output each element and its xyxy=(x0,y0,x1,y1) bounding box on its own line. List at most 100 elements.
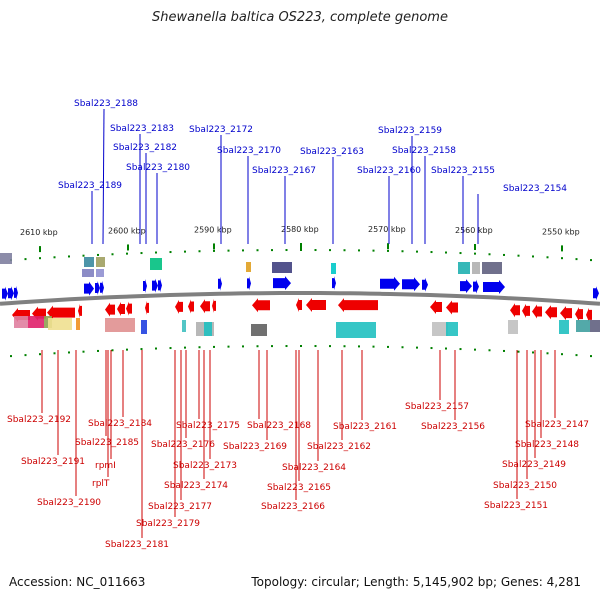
cog-color-box xyxy=(246,262,251,272)
forward-gene-arrow xyxy=(422,277,428,292)
tick-dot-top xyxy=(314,249,317,252)
tick-dot-bottom xyxy=(503,349,505,352)
cog-color-box xyxy=(84,257,94,267)
reverse-gene-arrow xyxy=(532,304,542,319)
cog-color-box xyxy=(331,263,336,274)
reverse-gene-arrow xyxy=(430,300,442,315)
forward-gene-arrow xyxy=(332,276,336,291)
top-gene-label: Sbal223_2155 xyxy=(431,166,495,176)
tick-dot-top xyxy=(111,253,114,256)
tick-dot-top xyxy=(271,249,273,252)
cog-color-box xyxy=(96,269,104,277)
tick-dot-bottom xyxy=(169,347,172,350)
top-gene-label: Sbal223_2172 xyxy=(189,125,253,135)
tick-dot-bottom xyxy=(561,353,563,356)
tick-dot-bottom xyxy=(24,354,27,357)
forward-gene-arrow xyxy=(247,276,251,291)
tick-dot-top xyxy=(590,259,592,262)
cog-color-box xyxy=(446,322,458,336)
forward-gene-arrow xyxy=(95,281,100,296)
tick-dot-top xyxy=(213,249,215,252)
cog-color-box xyxy=(204,322,212,336)
bottom-gene-label: Sbal223_2168 xyxy=(247,421,311,431)
forward-gene-arrow xyxy=(380,276,400,291)
bottom-gene-label: Sbal223_2150 xyxy=(493,481,557,491)
tick-dot-top xyxy=(488,253,491,256)
tick-dot-top xyxy=(459,252,462,255)
tick-dot-top xyxy=(53,256,56,259)
tick-dot-bottom xyxy=(532,351,534,354)
reverse-gene-arrow xyxy=(175,299,183,314)
forward-gene-arrow xyxy=(84,281,94,296)
tick-dot-top xyxy=(372,249,375,252)
tick-dot-bottom xyxy=(401,346,404,349)
cog-color-box xyxy=(14,316,28,328)
forward-gene-arrow xyxy=(158,278,162,293)
tick-dot-top xyxy=(532,255,534,258)
bottom-gene-label: Sbal223_2161 xyxy=(333,422,397,432)
tick-dot-top xyxy=(401,250,404,253)
cog-color-box xyxy=(458,262,470,274)
forward-gene-arrow xyxy=(2,286,8,301)
bottom-gene-label: Sbal223_2190 xyxy=(37,498,101,508)
tick-dot-top xyxy=(227,249,230,252)
reverse-gene-arrow xyxy=(105,302,115,317)
tick-dot-top xyxy=(546,256,549,259)
tick-dot-bottom xyxy=(140,348,143,351)
bottom-gene-label: Sbal223_2156 xyxy=(421,422,485,432)
tick-dot-bottom xyxy=(459,348,462,351)
tick-dot-bottom xyxy=(343,345,346,348)
bottom-gene-label: Sbal223_2185 xyxy=(75,438,139,448)
bottom-gene-label: Sbal223_2184 xyxy=(88,419,152,429)
kbp-tick-label: 2590 kbp xyxy=(194,225,232,234)
bottom-gene-label: Sbal223_2147 xyxy=(525,420,589,430)
tick-dot-top xyxy=(561,257,563,260)
tick-dot-top xyxy=(474,252,476,255)
tick-dot-top xyxy=(184,250,186,253)
bottom-gene-label: Sbal223_2157 xyxy=(405,402,469,412)
cog-color-box xyxy=(336,322,376,338)
top-gene-label: Sbal223_2159 xyxy=(378,126,442,136)
cog-color-box xyxy=(508,320,518,334)
top-gene-label: Sbal223_2189 xyxy=(58,181,122,191)
reverse-gene-arrow xyxy=(338,298,378,313)
kbp-tick-label: 2560 kbp xyxy=(455,226,493,235)
reverse-gene-arrow xyxy=(575,307,583,322)
tick-dot-bottom xyxy=(97,349,99,352)
tick-dot-top xyxy=(198,250,201,253)
tick-dot-top xyxy=(503,253,505,256)
tick-dot-bottom xyxy=(82,350,85,353)
genome-backbone xyxy=(0,291,600,306)
cog-color-box xyxy=(150,258,162,270)
tick-dot-bottom xyxy=(546,352,549,355)
reverse-gene-arrow xyxy=(296,298,302,313)
forward-gene-arrow xyxy=(218,276,222,291)
cog-color-box xyxy=(96,257,105,267)
reverse-gene-arrow xyxy=(47,305,75,320)
tick-dot-bottom xyxy=(430,347,433,350)
bottom-gene-label: Sbal223_2192 xyxy=(7,415,71,425)
tick-dot-bottom xyxy=(329,345,331,348)
tick-dot-bottom xyxy=(590,355,592,358)
tick-dot-bottom xyxy=(184,346,186,349)
forward-gene-arrow xyxy=(593,286,599,301)
bottom-gene-label: Sbal223_2176 xyxy=(151,440,215,450)
tick-dot-top xyxy=(343,249,346,252)
reverse-gene-arrow xyxy=(545,305,557,320)
bottom-gene-label: Sbal223_2181 xyxy=(105,540,169,550)
cog-color-box xyxy=(472,262,480,274)
bottom-gene-label: Sbal223_2169 xyxy=(223,442,287,452)
cog-color-box xyxy=(272,262,292,273)
top-gene-label: Sbal223_2182 xyxy=(113,143,177,153)
forward-gene-arrow xyxy=(483,280,505,295)
tick-dot-bottom xyxy=(68,351,70,354)
bottom-gene-label: Sbal223_2173 xyxy=(173,461,237,471)
reverse-gene-arrow xyxy=(586,307,592,322)
reverse-gene-arrow xyxy=(510,303,520,318)
forward-gene-arrow xyxy=(273,276,291,291)
top-gene-label: Sbal223_2167 xyxy=(252,166,316,176)
tick-dot-bottom xyxy=(416,346,418,349)
tick-dot-bottom xyxy=(111,349,114,352)
top-gene-label: Sbal223_2183 xyxy=(110,124,174,134)
